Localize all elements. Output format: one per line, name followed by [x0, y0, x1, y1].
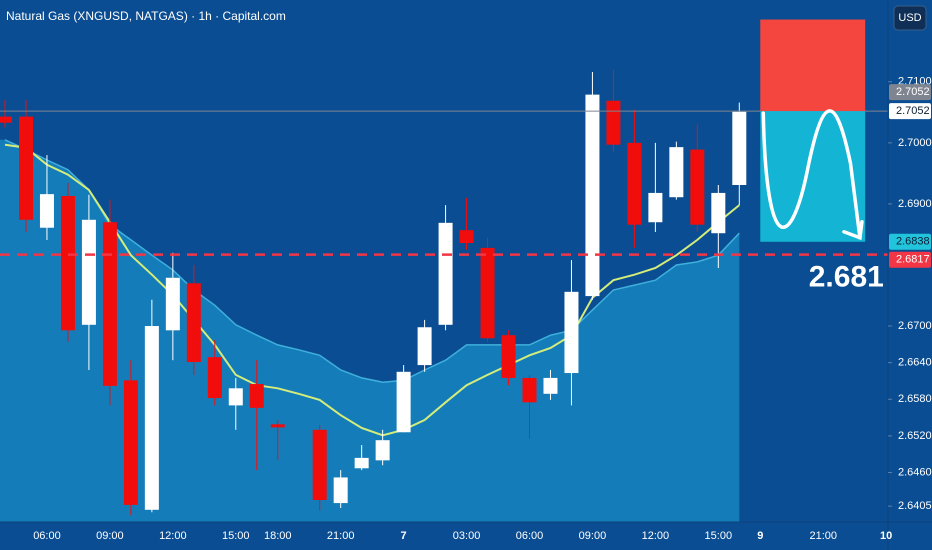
x-tick-label: 12:00: [159, 530, 187, 542]
candle-body: [270, 424, 285, 428]
candle-body: [438, 222, 453, 325]
x-tick-label: 21:00: [327, 530, 355, 542]
price-label: 2.6817: [896, 254, 930, 266]
x-tick-label: 15:00: [705, 530, 733, 542]
x-tick-label: 7: [401, 530, 407, 542]
candle-body: [144, 326, 159, 510]
price-label-box: [889, 103, 931, 120]
candle-body: [354, 457, 369, 469]
x-tick-label: 15:00: [222, 530, 250, 542]
x-tick-label: 9: [757, 530, 763, 542]
candle-body: [18, 116, 33, 220]
candle-body: [711, 192, 726, 234]
candle-body: [564, 291, 579, 374]
candle-body: [39, 194, 54, 228]
candle-body: [81, 219, 96, 325]
candle-body: [102, 222, 117, 386]
price-label-box: [889, 84, 931, 101]
indicator-area-edge: [4, 139, 740, 383]
candle-body: [732, 111, 747, 185]
candle-body: [333, 477, 348, 504]
x-tick-label: 18:00: [264, 530, 292, 542]
candle-body: [480, 247, 495, 339]
y-tick-label: 2.6405: [898, 500, 932, 512]
y-tick-label: 2.7000: [898, 137, 932, 149]
candle-body: [543, 377, 558, 394]
y-tick-label: 2.6520: [898, 430, 932, 442]
currency-label[interactable]: USD: [898, 12, 921, 24]
candle-body: [207, 357, 222, 399]
x-tick-label: 10: [880, 530, 892, 542]
candle-body: [501, 335, 516, 378]
candle-body: [627, 142, 642, 225]
candle-body: [0, 116, 12, 123]
forecast-arrowhead: [842, 220, 864, 241]
indicator-line: [4, 143, 740, 437]
x-tick-label: 21:00: [809, 530, 837, 542]
candle-body: [60, 195, 75, 331]
price-label-box: [889, 233, 931, 250]
candle-body: [417, 327, 432, 366]
candle-body: [165, 277, 180, 331]
forecast-curve: [761, 109, 862, 240]
x-tick-label: 06:00: [33, 530, 61, 542]
candle-body: [606, 100, 621, 145]
plot-area: [0, 19, 888, 523]
candle-body: [312, 429, 327, 501]
candle-body: [396, 371, 411, 433]
candle-body: [522, 377, 537, 403]
x-tick-label: 09:00: [96, 530, 124, 542]
candle-body: [123, 380, 138, 505]
chart-title: Natural Gas (XNGUSD, NATGAS) · 1h · Capi…: [6, 9, 286, 23]
y-tick-label: 2.6640: [898, 357, 932, 369]
candle-body: [648, 192, 663, 223]
indicator-area: [0, 139, 740, 523]
y-tick-label: 2.6900: [898, 198, 932, 210]
y-tick-label: 2.6460: [898, 466, 932, 478]
currency-button[interactable]: [893, 5, 927, 31]
candle-body: [186, 283, 201, 363]
candle-body: [585, 94, 600, 297]
x-tick-label: 09:00: [579, 530, 607, 542]
x-tick-label: 03:00: [453, 530, 481, 542]
y-tick-label: 2.6580: [898, 393, 932, 405]
candle-body: [228, 388, 243, 406]
x-tick-label: 06:00: [516, 530, 544, 542]
candle-body: [249, 384, 264, 408]
x-tick-label: 12:00: [642, 530, 670, 542]
target-zone: [760, 111, 866, 242]
price-label-box: [889, 251, 931, 268]
candle-body: [459, 230, 474, 243]
candle-body: [690, 149, 705, 225]
candle-body: [375, 440, 390, 461]
price-label: 2.6838: [896, 236, 930, 248]
price-annotation: 2.681: [809, 261, 884, 294]
stop-zone: [760, 19, 866, 112]
candle-body: [669, 147, 684, 198]
price-label: 2.7052: [896, 86, 930, 98]
price-label: 2.7052: [896, 105, 930, 117]
y-tick-label: 2.6700: [898, 320, 932, 332]
